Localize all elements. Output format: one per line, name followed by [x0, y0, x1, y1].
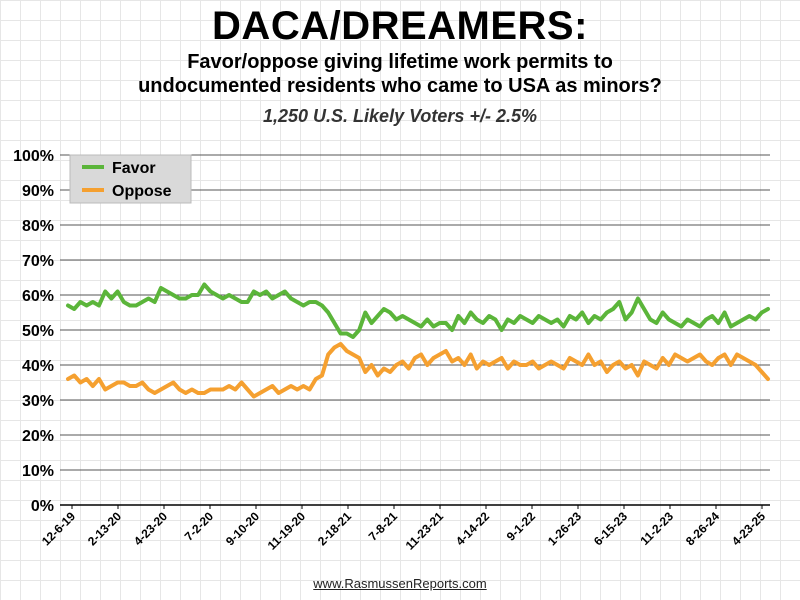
- legend-oppose-label: Oppose: [112, 183, 172, 200]
- y-tick-label: 90%: [22, 183, 54, 200]
- x-tick-label: 4-23-20: [131, 509, 170, 548]
- legend: Favor Oppose: [69, 154, 192, 204]
- y-tick-label: 50%: [22, 323, 54, 340]
- x-tick-label: 1-26-23: [545, 509, 584, 548]
- x-tick-label: 9-1-22: [504, 509, 539, 544]
- series-lines: [66, 282, 770, 399]
- y-tick-label: 60%: [22, 288, 54, 305]
- x-tick-label: 4-23-25: [729, 509, 768, 548]
- favor-series-line: [66, 282, 770, 339]
- x-tick-label: 4-14-22: [453, 509, 492, 548]
- y-tick-label: 70%: [22, 253, 54, 270]
- y-tick-label: 100%: [13, 148, 54, 165]
- sample-note: 1,250 U.S. Likely Voters +/- 2.5%: [263, 106, 537, 126]
- x-tick-label: 11-2-23: [637, 509, 676, 548]
- legend-box: [69, 154, 192, 204]
- y-tick-label: 30%: [22, 393, 54, 410]
- y-tick-label: 80%: [22, 218, 54, 235]
- x-tick-label: 11-19-20: [265, 509, 309, 553]
- x-axis-labels: 12-6-19 2-13-20 4-23-20 7-2-20 9-10-20 11-19-…: [39, 509, 768, 553]
- x-tick-label: 9-10-20: [223, 509, 262, 548]
- y-tick-label: 40%: [22, 358, 54, 375]
- x-axis-ticks: [71, 505, 763, 509]
- source-link[interactable]: www.RasmussenReports.com: [313, 576, 487, 591]
- legend-favor-label: Favor: [112, 160, 156, 177]
- y-tick-label: 20%: [22, 428, 54, 445]
- x-tick-label: 2-18-21: [315, 509, 354, 548]
- chart-subtitle-line2: undocumented residents who came to USA a…: [138, 75, 662, 97]
- x-tick-label: 2-13-20: [85, 509, 124, 548]
- y-tick-label: 0%: [31, 498, 54, 515]
- x-tick-label: 8-26-24: [683, 509, 722, 548]
- chart-title: DACA/DREAMERS:: [212, 4, 588, 48]
- y-tick-label: 10%: [22, 463, 54, 480]
- y-axis-labels: 0% 10% 20% 30% 40% 50% 60% 70% 80% 90% 100%: [13, 148, 54, 515]
- x-tick-label: 7-2-20: [182, 509, 217, 544]
- chart-subtitle-line1: Favor/oppose giving lifetime work permit…: [187, 51, 613, 73]
- oppose-series-line: [66, 342, 770, 399]
- x-tick-label: 11-23-21: [403, 509, 447, 553]
- x-tick-label: 7-8-21: [366, 509, 401, 544]
- x-tick-label: 6-15-23: [591, 509, 630, 548]
